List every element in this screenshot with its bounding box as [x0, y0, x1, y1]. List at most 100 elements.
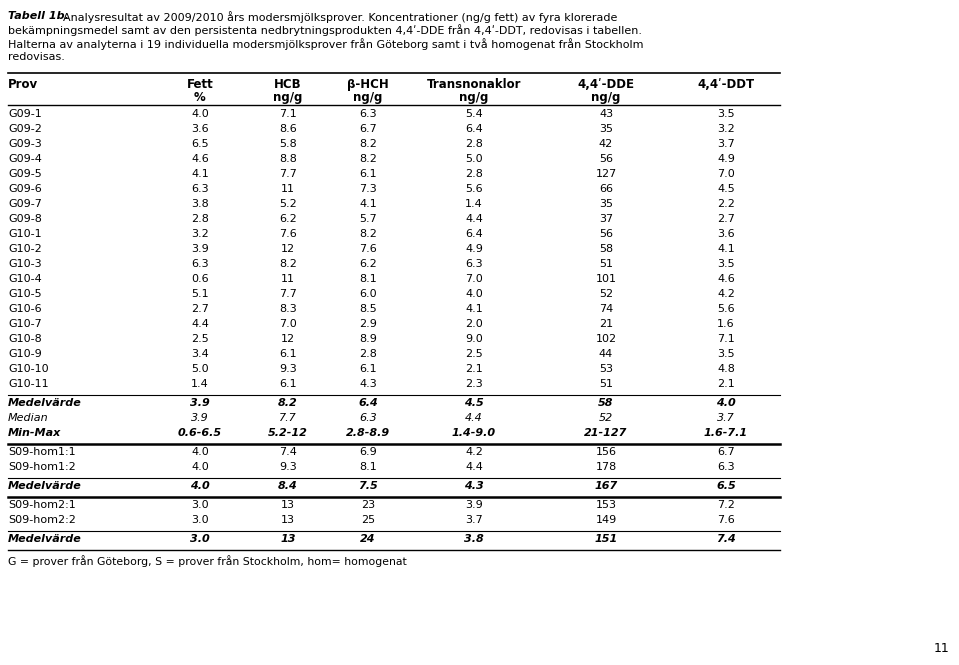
Text: G = prover från Göteborg, S = prover från Stockholm, hom= homogenat: G = prover från Göteborg, S = prover frå… [8, 555, 407, 567]
Text: 7.6: 7.6 [359, 244, 377, 254]
Text: Min-Max: Min-Max [8, 428, 61, 438]
Text: 6.3: 6.3 [465, 259, 482, 269]
Text: 3.9: 3.9 [191, 244, 209, 254]
Text: G10-11: G10-11 [8, 379, 49, 389]
Text: 4.2: 4.2 [717, 289, 735, 299]
Text: 6.0: 6.0 [360, 289, 377, 299]
Text: G09-4: G09-4 [8, 154, 42, 164]
Text: 8.8: 8.8 [279, 154, 297, 164]
Text: 4.8: 4.8 [717, 364, 735, 374]
Text: 7.6: 7.6 [717, 515, 735, 525]
Text: 7.2: 7.2 [717, 500, 735, 510]
Text: 1.4-9.0: 1.4-9.0 [452, 428, 496, 438]
Text: 8.9: 8.9 [359, 334, 377, 344]
Text: 8.2: 8.2 [359, 139, 377, 149]
Text: 2.1: 2.1 [465, 364, 483, 374]
Text: G09-5: G09-5 [8, 169, 42, 179]
Text: Halterna av analyterna i 19 individuella modersmjölksprover från Göteborg samt i: Halterna av analyterna i 19 individuella… [8, 38, 643, 50]
Text: G10-9: G10-9 [8, 349, 42, 359]
Text: 9.3: 9.3 [279, 462, 297, 472]
Text: G10-3: G10-3 [8, 259, 41, 269]
Text: 102: 102 [596, 334, 617, 344]
Text: %: % [194, 91, 206, 104]
Text: 51: 51 [599, 379, 613, 389]
Text: 3.9: 3.9 [191, 413, 209, 423]
Text: 4.1: 4.1 [191, 169, 209, 179]
Text: 5.2: 5.2 [279, 199, 297, 209]
Text: 35: 35 [599, 124, 613, 134]
Text: 5.7: 5.7 [359, 214, 377, 224]
Text: G09-2: G09-2 [8, 124, 42, 134]
Text: 4.0: 4.0 [716, 398, 736, 408]
Text: 178: 178 [596, 462, 617, 472]
Text: 6.2: 6.2 [279, 214, 297, 224]
Text: 21: 21 [599, 319, 613, 329]
Text: HCB: HCB [274, 78, 302, 91]
Text: 6.7: 6.7 [359, 124, 377, 134]
Text: 5.2-12: 5.2-12 [269, 428, 308, 438]
Text: 1.4: 1.4 [465, 199, 483, 209]
Text: 9.3: 9.3 [279, 364, 297, 374]
Text: 127: 127 [596, 169, 617, 179]
Text: 7.7: 7.7 [279, 169, 297, 179]
Text: 3.7: 3.7 [465, 515, 483, 525]
Text: 5.8: 5.8 [279, 139, 297, 149]
Text: 58: 58 [598, 398, 614, 408]
Text: 6.2: 6.2 [359, 259, 377, 269]
Text: 2.8-8.9: 2.8-8.9 [346, 428, 390, 438]
Text: 2.5: 2.5 [465, 349, 483, 359]
Text: 3.2: 3.2 [717, 124, 735, 134]
Text: 13: 13 [281, 500, 295, 510]
Text: ng/g: ng/g [459, 91, 489, 104]
Text: 7.6: 7.6 [279, 229, 297, 239]
Text: 4.4: 4.4 [465, 462, 483, 472]
Text: 3.7: 3.7 [717, 413, 735, 423]
Text: 1.6-7.1: 1.6-7.1 [704, 428, 748, 438]
Text: 0.6: 0.6 [191, 274, 209, 284]
Text: Medelvärde: Medelvärde [8, 481, 82, 491]
Text: 2.8: 2.8 [359, 349, 377, 359]
Text: 3.7: 3.7 [717, 139, 735, 149]
Text: 5.1: 5.1 [191, 289, 209, 299]
Text: 4.3: 4.3 [464, 481, 484, 491]
Text: 8.1: 8.1 [359, 462, 377, 472]
Text: 3.9: 3.9 [190, 398, 210, 408]
Text: 156: 156 [596, 447, 617, 457]
Text: 56: 56 [599, 154, 613, 164]
Text: 6.1: 6.1 [360, 169, 377, 179]
Text: 8.2: 8.2 [279, 259, 297, 269]
Text: 4.9: 4.9 [465, 244, 483, 254]
Text: 0.6-6.5: 0.6-6.5 [178, 428, 222, 438]
Text: S09-hom2:2: S09-hom2:2 [8, 515, 76, 525]
Text: ng/g: ng/g [353, 91, 383, 104]
Text: 4.0: 4.0 [190, 481, 210, 491]
Text: G09-7: G09-7 [8, 199, 42, 209]
Text: 8.6: 8.6 [279, 124, 297, 134]
Text: 43: 43 [599, 109, 613, 119]
Text: 24: 24 [361, 534, 376, 544]
Text: 153: 153 [596, 500, 617, 510]
Text: 7.7: 7.7 [279, 413, 297, 423]
Text: 8.1: 8.1 [359, 274, 377, 284]
Text: 4.4: 4.4 [465, 214, 483, 224]
Text: 9.0: 9.0 [465, 334, 483, 344]
Text: 6.1: 6.1 [360, 364, 377, 374]
Text: 44: 44 [598, 349, 613, 359]
Text: 7.1: 7.1 [279, 109, 297, 119]
Text: 2.1: 2.1 [717, 379, 735, 389]
Text: 25: 25 [361, 515, 375, 525]
Text: 4.5: 4.5 [464, 398, 484, 408]
Text: 3.8: 3.8 [464, 534, 484, 544]
Text: 8.4: 8.4 [278, 481, 298, 491]
Text: 6.3: 6.3 [191, 184, 209, 194]
Text: 6.7: 6.7 [717, 447, 735, 457]
Text: 6.5: 6.5 [716, 481, 736, 491]
Text: Prov: Prov [8, 78, 38, 91]
Text: 4.2: 4.2 [465, 447, 483, 457]
Text: 23: 23 [361, 500, 375, 510]
Text: 7.0: 7.0 [465, 274, 483, 284]
Text: 3.9: 3.9 [465, 500, 483, 510]
Text: 7.5: 7.5 [358, 481, 378, 491]
Text: 6.4: 6.4 [358, 398, 378, 408]
Text: 3.6: 3.6 [191, 124, 209, 134]
